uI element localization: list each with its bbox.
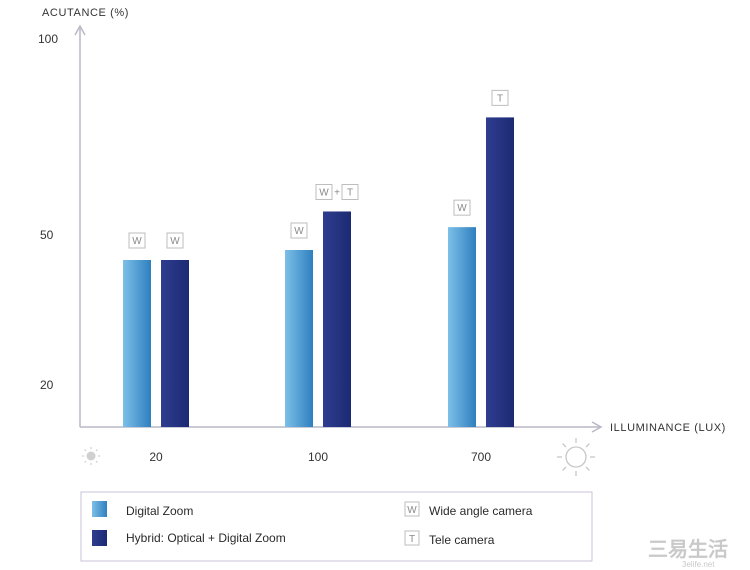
camera-tag-label: T xyxy=(497,93,503,104)
legend-label-wide-camera: Wide angle camera xyxy=(429,504,533,518)
bar-digital-zoom xyxy=(285,250,313,427)
legend-box xyxy=(80,491,593,562)
watermark-logo: 三易生活 xyxy=(648,538,728,561)
legend-tag-wide-box xyxy=(404,501,420,517)
camera-tag-plus: + xyxy=(334,187,340,198)
legend-tag-tele-box xyxy=(404,530,420,546)
y-tick-label: 50 xyxy=(40,228,54,242)
camera-tag-box xyxy=(491,89,509,106)
camera-tag-box xyxy=(166,232,184,249)
legend-label-tele-camera: Tele camera xyxy=(429,533,495,547)
camera-tag: W xyxy=(166,232,184,249)
legend-tag-wide-symbol: W xyxy=(407,505,417,516)
legend-label-digital-zoom: Digital Zoom xyxy=(126,504,193,518)
camera-tag-box xyxy=(315,183,333,200)
bright-sun-icon xyxy=(557,438,595,476)
bar-hybrid-zoom xyxy=(323,211,351,427)
watermark-url: 3elife.net xyxy=(682,560,715,569)
y-tick-label: 100 xyxy=(38,32,58,46)
camera-tag-box xyxy=(341,183,359,200)
legend-swatch-digital-zoom xyxy=(92,501,107,517)
y-tick-label: 20 xyxy=(40,378,54,392)
y-axis-title: ACUTANCE (%) xyxy=(42,7,129,19)
bar-digital-zoom xyxy=(123,260,151,427)
legend-swatch-hybrid xyxy=(92,530,107,546)
camera-tag-label: T xyxy=(347,187,353,198)
bars-group xyxy=(123,117,514,428)
camera-tag: W xyxy=(290,222,308,239)
legend-tag-tele-symbol: T xyxy=(409,534,415,545)
bar-digital-zoom xyxy=(448,227,476,427)
x-tick-label: 700 xyxy=(471,450,491,464)
camera-tag-box xyxy=(290,222,308,239)
dim-sun-icon xyxy=(82,447,100,465)
camera-tag-box xyxy=(128,232,146,249)
legend-label-hybrid: Hybrid: Optical + Digital Zoom xyxy=(126,531,286,545)
x-axis-arrow xyxy=(591,421,603,433)
camera-tag: W xyxy=(128,232,146,249)
x-tick-label: 100 xyxy=(308,450,328,464)
x-tick-label: 20 xyxy=(149,450,163,464)
x-axis-title: ILLUMINANCE (LUX) xyxy=(610,422,726,434)
y-axis-arrow xyxy=(74,24,86,36)
camera-tag: W + T xyxy=(315,183,359,200)
camera-tag-label: W xyxy=(132,236,142,247)
camera-tag: T xyxy=(491,89,509,106)
camera-tag-box xyxy=(453,199,471,216)
camera-tag: W xyxy=(453,199,471,216)
camera-tag-label: W xyxy=(319,187,329,198)
camera-tag-label: W xyxy=(170,236,180,247)
camera-tag-label: W xyxy=(294,226,304,237)
camera-tag-label: W xyxy=(457,203,467,214)
bar-hybrid-zoom xyxy=(161,260,189,427)
bar-hybrid-zoom xyxy=(486,117,514,428)
bar-tags-group: W W W W + T W T xyxy=(128,89,509,249)
